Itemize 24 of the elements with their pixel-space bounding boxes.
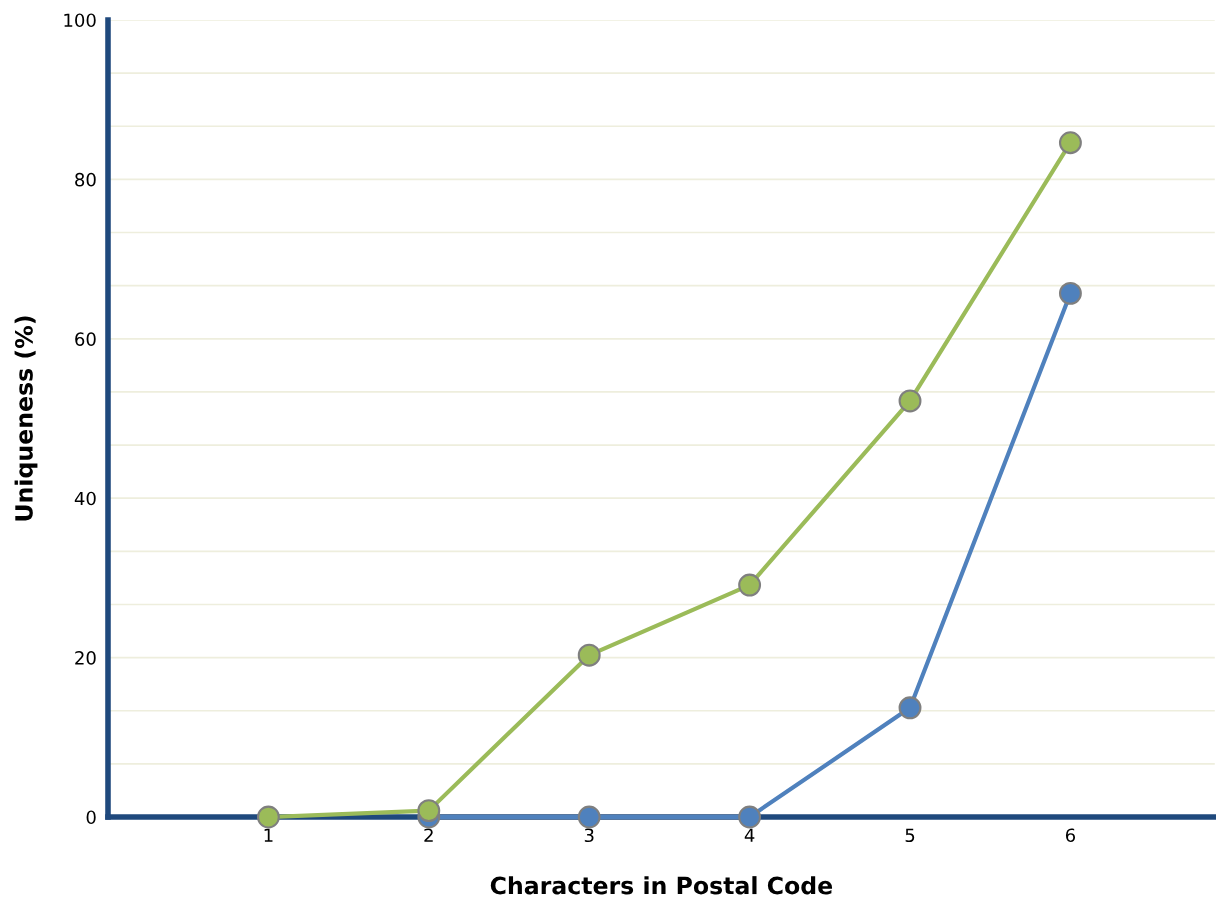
- point: [577, 805, 601, 829]
- y-tick-label: 40: [74, 491, 96, 506]
- x-tick-label: 5: [905, 828, 915, 843]
- y-tick-label: 60: [75, 332, 96, 346]
- x-tick-label: 2: [424, 828, 433, 842]
- point: [577, 643, 601, 667]
- point: [1058, 281, 1082, 305]
- point: [256, 805, 280, 829]
- point: [738, 573, 762, 597]
- y-tick-label: 80: [75, 172, 96, 187]
- x-tick-label: 1: [264, 828, 273, 842]
- point: [898, 696, 922, 720]
- x-tick-label: 6: [1065, 828, 1076, 843]
- point: [898, 389, 922, 413]
- y-tick-label: 0: [86, 810, 96, 825]
- point: [1058, 131, 1082, 155]
- point: [738, 805, 762, 829]
- y-tick-label: 20: [75, 651, 96, 665]
- y-axis-title: Uniqueness (%): [14, 316, 38, 521]
- y-tick-label: 100: [64, 13, 96, 28]
- x-axis-title: Characters in Postal Code: [490, 876, 833, 895]
- x-tick-label: 4: [744, 828, 755, 842]
- x-tick-label: 3: [584, 828, 594, 843]
- point: [417, 799, 441, 823]
